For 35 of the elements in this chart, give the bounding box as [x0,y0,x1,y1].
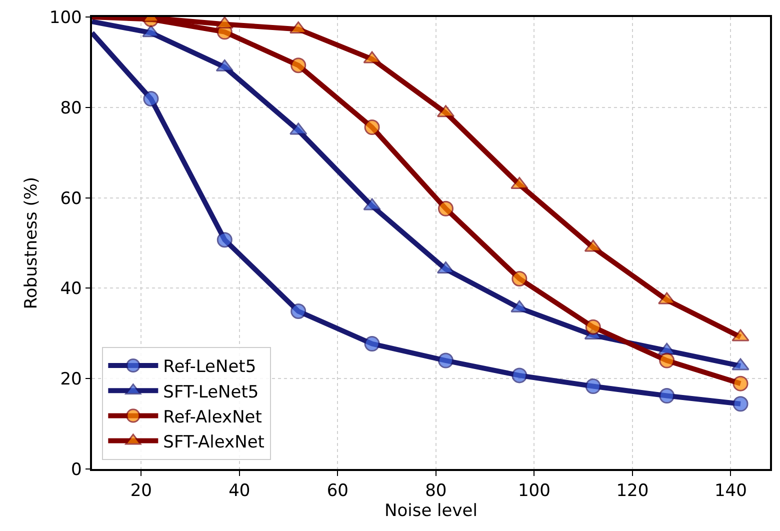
point [585,378,601,394]
point [364,336,380,352]
point [512,270,528,286]
x-tick-label: 100 [518,481,550,502]
x-tick-label: 80 [425,481,447,502]
x-tick-label: 140 [714,481,747,502]
y-tick-label: 100 [49,8,82,28]
y-tick-label: 60 [60,188,82,209]
x-tick-label: 60 [326,481,348,502]
point [364,120,380,136]
y-axis-title: Robustness (%) [21,176,42,310]
point [438,200,454,216]
x-tick-label: 20 [130,481,152,502]
point [438,352,454,368]
point [290,58,306,74]
point [732,396,748,412]
point [659,352,675,368]
legend-label: Ref-LeNet5 [163,357,256,378]
y-tick-label: 80 [60,98,82,118]
x-tick-label: 120 [616,481,649,502]
legend-label: SFT-LeNet5 [163,382,259,402]
point [659,388,675,404]
point [143,91,159,107]
point [216,232,232,248]
point [585,319,601,335]
y-tick-label: 40 [60,279,82,300]
legend-label: Ref-AlexNet [163,407,262,428]
y-tick-label: 20 [60,370,82,390]
x-tick-label: 40 [228,481,250,502]
point [512,368,528,384]
x-axis-title: Noise level [384,501,478,522]
legend-label: SFT-AlexNet [163,432,265,452]
point [290,304,306,319]
point [732,376,748,392]
y-tick-label: 0 [71,460,82,480]
